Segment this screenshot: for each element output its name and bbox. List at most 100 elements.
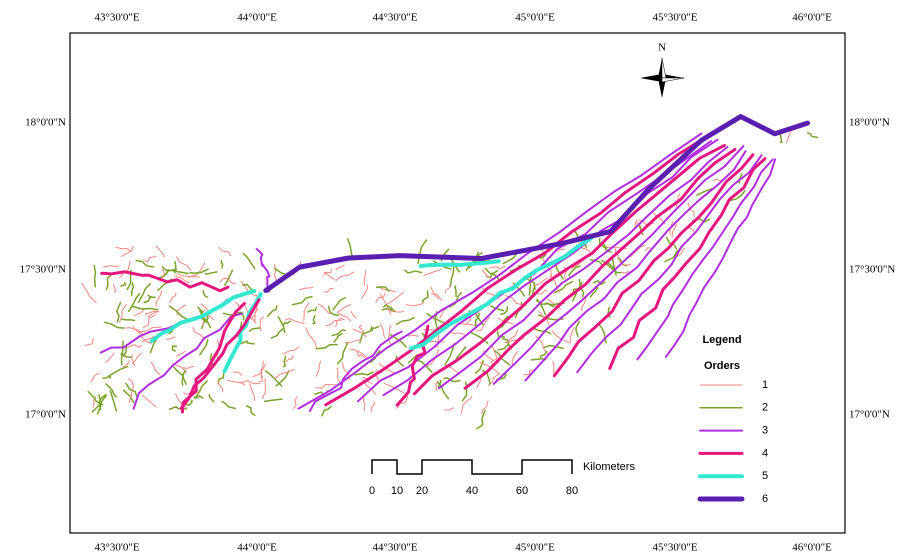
map: N Legend Orders 01020406080Kilometers 43… [0, 0, 907, 558]
stream [209, 395, 213, 402]
stream [435, 383, 437, 391]
legend-label: 4 [762, 447, 768, 459]
stream [267, 306, 277, 316]
stream [424, 269, 442, 275]
stream [332, 330, 345, 336]
stream [120, 261, 130, 278]
stream [175, 262, 176, 273]
stream [529, 275, 531, 295]
stream [355, 372, 373, 375]
stream [380, 324, 384, 338]
stream [144, 297, 151, 303]
scale-line [372, 460, 572, 474]
stream [308, 308, 316, 312]
stream [116, 247, 131, 251]
lon-label: 44°30'0"E [372, 12, 417, 24]
stream [786, 131, 791, 142]
lon-label: 45°0'0"E [515, 12, 555, 24]
stream [385, 292, 403, 305]
legend-label: 1 [762, 379, 768, 391]
stream [94, 266, 95, 287]
stream [218, 381, 223, 392]
stream [170, 293, 176, 303]
stream [113, 285, 115, 292]
stream [205, 272, 217, 274]
stream [359, 325, 363, 332]
stream [452, 332, 465, 334]
stream [168, 270, 188, 274]
stream [462, 382, 466, 401]
stream [337, 305, 350, 313]
stream [376, 294, 385, 302]
stream [489, 266, 505, 268]
scale-label: 0 [369, 485, 375, 497]
stream [390, 311, 403, 312]
lat-label: 17°0'0"N [849, 409, 890, 421]
lon-label: 45°0'0"E [515, 542, 555, 554]
legend-subtitle: Orders [704, 360, 740, 372]
stream [445, 284, 450, 293]
stream [293, 397, 297, 409]
stream [218, 373, 224, 383]
stream [322, 406, 331, 416]
lon-label: 44°0'0"E [237, 542, 277, 554]
stream [122, 341, 124, 365]
stream [292, 297, 311, 305]
stream [91, 373, 100, 382]
stream [241, 381, 260, 384]
stream [183, 366, 194, 368]
stream [336, 272, 354, 281]
stream [306, 328, 317, 349]
stream [225, 270, 233, 285]
stream [132, 353, 141, 363]
stream [275, 269, 287, 275]
stream [108, 367, 127, 377]
stream [105, 322, 124, 328]
lon-label: 44°0'0"E [237, 12, 277, 24]
stream [250, 328, 260, 331]
stream [316, 361, 320, 376]
stream [151, 362, 160, 374]
stream [177, 257, 191, 270]
stream [498, 344, 508, 350]
stream [257, 249, 270, 292]
scale-label: 40 [466, 485, 478, 497]
stream [243, 254, 254, 269]
stream [300, 287, 313, 289]
stream [167, 337, 175, 340]
stream [136, 261, 153, 267]
stream [808, 133, 817, 138]
lat-label: 17°0'0"N [25, 409, 66, 421]
stream [345, 340, 360, 342]
legend-title: Legend [702, 334, 741, 346]
stream [405, 270, 422, 273]
stream [637, 160, 772, 360]
stream [121, 246, 133, 256]
stream [336, 265, 344, 270]
stream [444, 408, 453, 410]
stream [106, 353, 114, 363]
stream [203, 291, 207, 298]
stream [156, 291, 162, 307]
stream [101, 300, 228, 353]
stream [570, 327, 574, 343]
stream [253, 364, 266, 376]
lon-label: 43°30'0"E [94, 542, 139, 554]
map-frame [70, 33, 845, 533]
page: N Legend Orders 01020406080Kilometers 43… [0, 0, 907, 558]
stream [132, 283, 134, 295]
stream [361, 285, 367, 298]
stream [222, 401, 235, 408]
lat-label: 18°0'0"N [849, 117, 890, 129]
stream [127, 345, 141, 348]
stream [260, 317, 263, 331]
stream-network [82, 117, 817, 429]
stream [241, 341, 254, 344]
stream [265, 371, 281, 386]
stream [190, 269, 208, 273]
lon-label: 45°30'0"E [652, 12, 697, 24]
stream [381, 294, 391, 314]
north-label: N [658, 42, 666, 54]
stream [325, 288, 334, 292]
stream [156, 246, 164, 257]
